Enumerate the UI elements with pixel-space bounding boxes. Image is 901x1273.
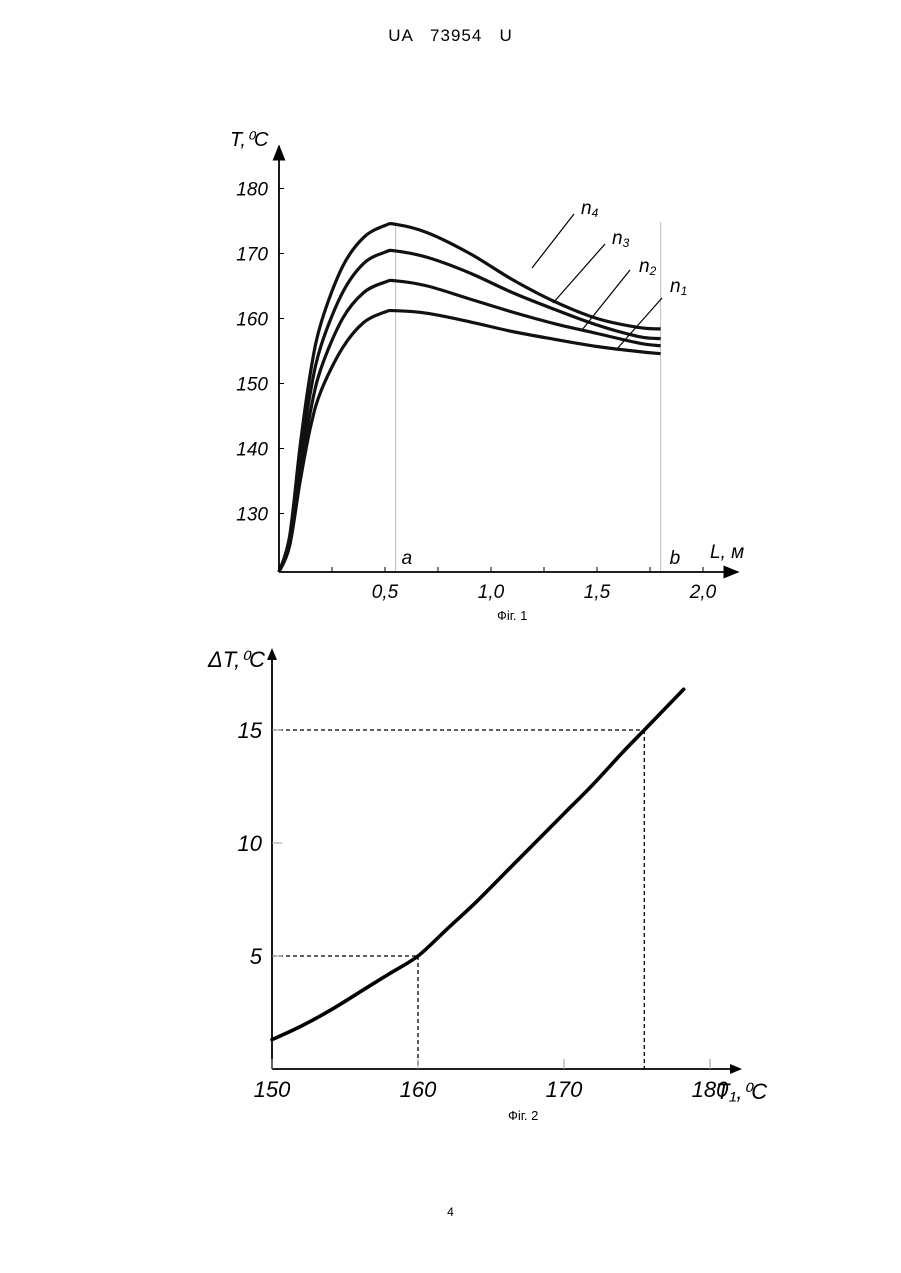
page-number: 4: [447, 1205, 454, 1219]
x-tick-label: 2,0: [689, 582, 717, 603]
patent-header: UA 73954 U: [388, 26, 513, 45]
figure-2-chart: 150 160 170 180 5 10 15 ΔT,⁰C T₁,⁰C: [207, 647, 767, 1104]
x-tick-label: 1,5: [584, 582, 611, 603]
x-axis-arrowhead: [730, 1064, 742, 1074]
y-tick-label: 170: [236, 245, 268, 266]
leader-line-n2: [581, 269, 631, 331]
y-axis-title: T,⁰C: [230, 129, 269, 151]
series-line-n3: [277, 248, 661, 573]
series-label-n2: n2: [639, 256, 657, 278]
y-axis-title: ΔT,⁰C: [207, 647, 265, 672]
x-tick-label: 0,5: [372, 582, 399, 603]
x-tick-label: 180: [692, 1077, 729, 1102]
x-tick-label: 1,0: [478, 582, 505, 603]
figure-1-caption: Фіг. 1: [497, 608, 528, 623]
series-label-n4: n4: [581, 198, 599, 220]
series-label-n1: n1: [670, 276, 687, 298]
point-label-b: b: [670, 548, 681, 569]
point-label-a: a: [402, 548, 413, 569]
series-label-n3: n3: [612, 228, 630, 250]
x-tick-label: 160: [400, 1077, 437, 1102]
x-axis-title: T₁,⁰C: [716, 1079, 767, 1104]
y-axis-arrowhead: [267, 648, 277, 660]
figure-1-chart: a b 0,5 1,0 1,5 2,0 130 140 150 160 170 180 T,⁰C L, м…: [230, 129, 744, 603]
series-line-n1: [277, 308, 661, 573]
leader-line-n4: [531, 213, 575, 269]
x-tick-label: 170: [546, 1077, 583, 1102]
y-tick-label: 180: [236, 180, 268, 201]
series-line-n2: [277, 278, 661, 573]
y-tick-label: 140: [236, 440, 268, 461]
y-tick-label: 130: [236, 505, 268, 526]
series-line: [270, 687, 686, 1042]
y-tick-label: 5: [250, 944, 263, 969]
y-tick-label: 15: [238, 718, 263, 743]
figure-2-caption: Фіг. 2: [508, 1108, 539, 1123]
y-tick-label: 150: [236, 375, 268, 396]
x-axis-title: L, м: [710, 542, 744, 563]
leader-line-n1: [615, 297, 663, 351]
y-tick-label: 160: [236, 310, 268, 331]
x-tick-label: 150: [254, 1077, 291, 1102]
y-tick-label: 10: [238, 831, 263, 856]
series-line-n4: [277, 222, 661, 573]
leader-line-n3: [552, 243, 606, 304]
